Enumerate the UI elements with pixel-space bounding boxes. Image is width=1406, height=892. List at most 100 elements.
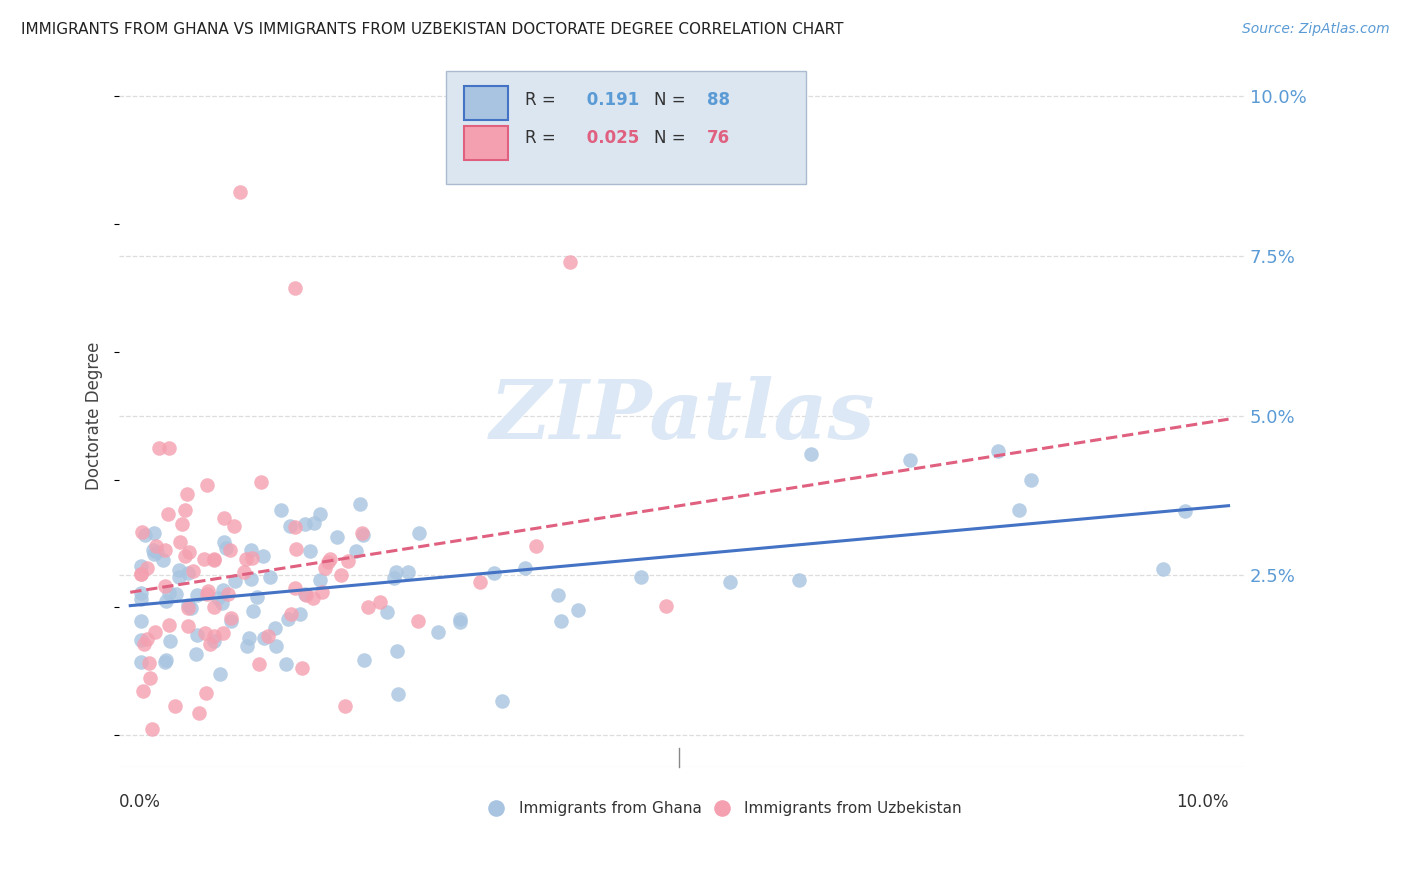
Point [176,487,198,501]
Point [177,545,200,559]
Point [280,607,302,621]
Point [377,605,399,619]
Point [157,618,180,632]
Point [155,579,177,593]
Point [240,551,263,566]
FancyBboxPatch shape [446,71,806,184]
Point [284,582,307,596]
Point [987,443,1010,458]
Point [233,565,256,579]
Text: R =: R = [524,91,561,109]
Point [212,511,235,525]
Point [630,570,652,584]
Point [170,516,193,531]
Point [449,612,471,626]
Point [720,575,742,590]
Point [152,552,174,566]
Point [311,585,333,599]
Point [284,520,307,534]
Point [336,554,359,568]
Point [276,657,298,672]
Point [146,544,169,558]
Point [335,699,357,714]
Point [176,601,198,615]
Point [155,652,177,666]
Point [134,528,156,542]
Point [155,594,177,608]
Point [513,560,536,574]
Point [408,526,430,541]
Text: Immigrants from Uzbekistan: Immigrants from Uzbekistan [744,800,962,815]
Point [136,561,159,575]
Point [129,633,152,648]
Point [195,586,218,600]
Point [163,698,186,713]
Point [235,639,257,653]
Point [352,528,374,542]
Point [211,596,233,610]
FancyBboxPatch shape [464,86,508,120]
Text: ZIPatlas: ZIPatlas [489,376,875,456]
Point [180,600,202,615]
Point [316,555,339,569]
Point [242,603,264,617]
Point [326,530,349,544]
Point [524,539,547,553]
Point [1019,473,1042,487]
Point [181,564,204,578]
Point [202,552,225,566]
Point [302,516,325,530]
Text: 0.025: 0.025 [581,128,640,147]
Point [184,647,207,661]
Y-axis label: Doctorate Degree: Doctorate Degree [86,342,103,490]
Point [1174,503,1197,517]
Text: 76: 76 [707,128,730,147]
Point [129,655,152,669]
Point [344,543,367,558]
Point [141,722,163,736]
Point [208,666,231,681]
Point [309,574,332,588]
Point [212,535,235,549]
Point [426,624,449,639]
Point [131,525,153,540]
Point [136,632,159,647]
Text: N =: N = [654,128,690,147]
Point [219,614,242,628]
Point [186,588,208,602]
Point [264,639,287,653]
Point [256,629,278,643]
Point [218,543,240,558]
Point [789,573,811,587]
Point [800,447,823,461]
Point [294,516,316,531]
Point [187,706,209,720]
Point [224,518,246,533]
Point [259,570,281,584]
Point [129,592,152,607]
Point [148,441,170,455]
Point [277,612,299,626]
Point [157,508,180,522]
Point [167,570,190,584]
Point [491,694,513,708]
Point [167,563,190,577]
Point [217,586,239,600]
Point [449,615,471,629]
Text: Immigrants from Ghana: Immigrants from Ghana [519,800,702,815]
Point [330,568,353,582]
Point [169,535,191,549]
Point [238,631,260,645]
Point [202,599,225,614]
Point [1152,562,1174,576]
Point [1008,502,1031,516]
Point [270,503,292,517]
Point [285,542,308,557]
Point [235,551,257,566]
Point [224,574,246,588]
Text: 0.191: 0.191 [581,91,640,109]
Point [250,475,273,490]
Point [174,549,197,564]
Point [139,671,162,685]
Point [198,637,221,651]
